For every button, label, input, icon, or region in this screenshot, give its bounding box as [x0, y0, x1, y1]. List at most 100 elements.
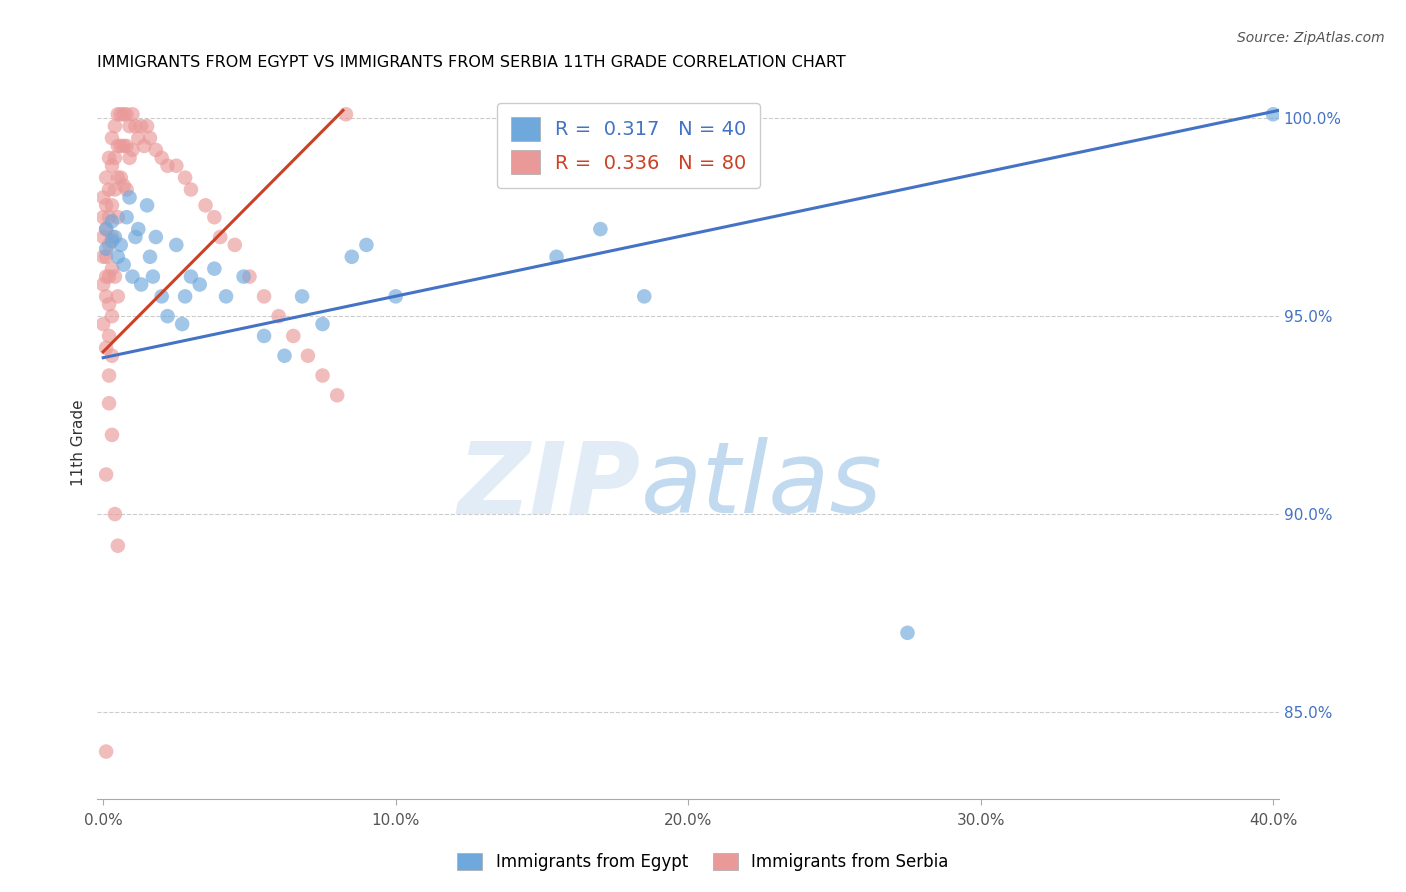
- Point: [136, 198, 159, 212]
- Point: [297, 349, 319, 363]
- Point: [156, 159, 179, 173]
- Point: [202, 261, 225, 276]
- Point: [91, 317, 114, 331]
- Point: [112, 178, 135, 193]
- Point: [896, 625, 918, 640]
- Point: [94, 289, 117, 303]
- Point: [101, 428, 124, 442]
- Point: [91, 277, 114, 292]
- Point: [129, 119, 152, 133]
- Point: [91, 230, 114, 244]
- Point: [174, 289, 197, 303]
- Point: [104, 182, 127, 196]
- Point: [115, 139, 138, 153]
- Point: [326, 388, 349, 402]
- Point: [253, 289, 276, 303]
- Point: [267, 309, 290, 323]
- Point: [94, 250, 117, 264]
- Point: [356, 238, 378, 252]
- Legend: R =  0.317   N = 40, R =  0.336   N = 80: R = 0.317 N = 40, R = 0.336 N = 80: [496, 103, 761, 188]
- Point: [139, 131, 162, 145]
- Point: [118, 190, 141, 204]
- Point: [98, 368, 121, 383]
- Point: [384, 289, 406, 303]
- Text: IMMIGRANTS FROM EGYPT VS IMMIGRANTS FROM SERBIA 11TH GRADE CORRELATION CHART: IMMIGRANTS FROM EGYPT VS IMMIGRANTS FROM…: [97, 55, 846, 70]
- Point: [224, 238, 246, 252]
- Point: [98, 297, 121, 311]
- Point: [107, 139, 129, 153]
- Point: [340, 250, 363, 264]
- Text: ZIP: ZIP: [458, 437, 641, 534]
- Point: [165, 159, 187, 173]
- Point: [136, 119, 159, 133]
- Point: [180, 182, 202, 196]
- Point: [145, 143, 167, 157]
- Point: [110, 139, 132, 153]
- Point: [94, 745, 117, 759]
- Point: [253, 329, 276, 343]
- Point: [104, 119, 127, 133]
- Point: [110, 238, 132, 252]
- Point: [98, 238, 121, 252]
- Point: [121, 143, 143, 157]
- Point: [273, 349, 295, 363]
- Point: [180, 269, 202, 284]
- Point: [202, 211, 225, 225]
- Point: [115, 211, 138, 225]
- Point: [156, 309, 179, 323]
- Point: [101, 214, 124, 228]
- Point: [107, 289, 129, 303]
- Point: [139, 250, 162, 264]
- Point: [172, 317, 194, 331]
- Point: [311, 317, 333, 331]
- Point: [118, 151, 141, 165]
- Point: [98, 211, 121, 225]
- Point: [98, 396, 121, 410]
- Point: [115, 182, 138, 196]
- Point: [150, 289, 173, 303]
- Point: [94, 467, 117, 482]
- Point: [101, 230, 124, 244]
- Point: [101, 131, 124, 145]
- Text: Source: ZipAtlas.com: Source: ZipAtlas.com: [1237, 31, 1385, 45]
- Point: [232, 269, 254, 284]
- Point: [91, 190, 114, 204]
- Point: [112, 139, 135, 153]
- Point: [335, 107, 357, 121]
- Point: [94, 198, 117, 212]
- Point: [104, 230, 127, 244]
- Point: [94, 170, 117, 185]
- Point: [127, 222, 149, 236]
- Point: [107, 107, 129, 121]
- Point: [107, 211, 129, 225]
- Point: [94, 222, 117, 236]
- Point: [142, 269, 165, 284]
- Point: [283, 329, 305, 343]
- Point: [311, 368, 333, 383]
- Point: [110, 107, 132, 121]
- Point: [94, 222, 117, 236]
- Point: [98, 329, 121, 343]
- Point: [112, 107, 135, 121]
- Point: [110, 170, 132, 185]
- Point: [145, 230, 167, 244]
- Point: [107, 170, 129, 185]
- Point: [101, 349, 124, 363]
- Point: [134, 139, 156, 153]
- Point: [94, 242, 117, 256]
- Point: [101, 309, 124, 323]
- Point: [238, 269, 260, 284]
- Point: [633, 289, 655, 303]
- Point: [174, 170, 197, 185]
- Point: [107, 250, 129, 264]
- Point: [121, 269, 143, 284]
- Point: [104, 151, 127, 165]
- Text: atlas: atlas: [641, 437, 883, 534]
- Point: [101, 234, 124, 248]
- Point: [1261, 107, 1284, 121]
- Point: [101, 261, 124, 276]
- Point: [94, 341, 117, 355]
- Point: [129, 277, 152, 292]
- Point: [124, 119, 146, 133]
- Point: [291, 289, 314, 303]
